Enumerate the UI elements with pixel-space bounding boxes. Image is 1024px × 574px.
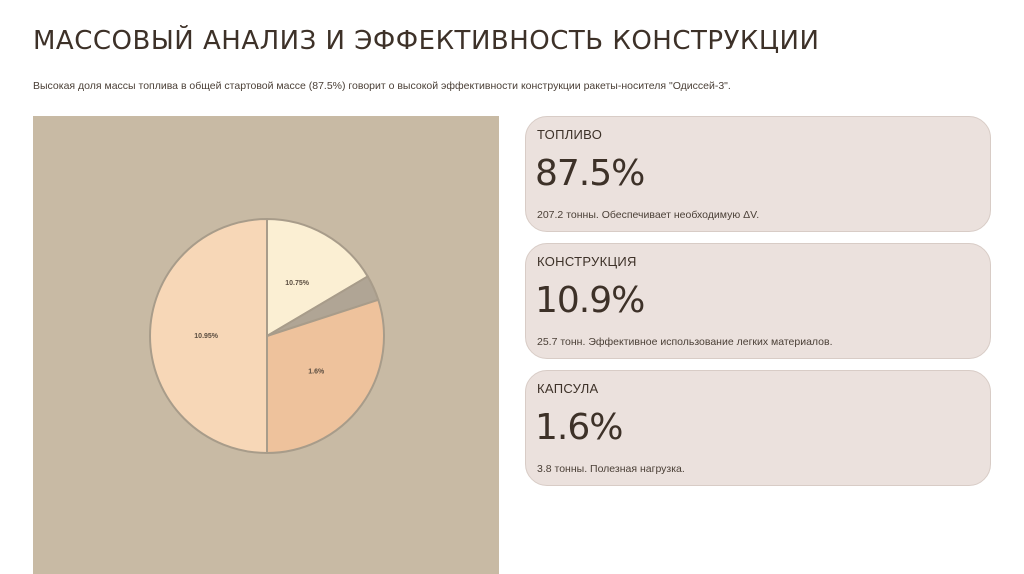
page-title: МАССОВЫЙ АНАЛИЗ И ЭФФЕКТИВНОСТЬ КОНСТРУК…	[33, 26, 820, 56]
card-capsule-desc: 3.8 тонны. Полезная нагрузка.	[537, 463, 685, 475]
page-subtitle: Высокая доля массы топлива в общей старт…	[33, 80, 731, 92]
chart-panel: 10.75% 1.6% 10.95%	[33, 116, 499, 574]
pie-slice-label-2: 1.6%	[308, 369, 325, 376]
pie-slice-label-3: 10.95%	[194, 333, 219, 340]
card-structure-value: 10.9%	[535, 280, 645, 321]
pie-slice-3	[149, 217, 268, 455]
pie-slice-0	[266, 217, 370, 338]
pie-slice-2	[266, 298, 385, 455]
card-fuel: ТОПЛИВО 87.5% 207.2 тонны. Обеспечивает …	[525, 116, 991, 232]
card-fuel-label: ТОПЛИВО	[537, 127, 603, 142]
card-capsule: КАПСУЛА 1.6% 3.8 тонны. Полезная нагрузк…	[525, 370, 991, 486]
card-structure-desc: 25.7 тонн. Эффективное использование лег…	[537, 336, 833, 348]
pie-chart: 10.75% 1.6% 10.95%	[149, 217, 385, 455]
card-capsule-value: 1.6%	[535, 407, 623, 448]
card-fuel-desc: 207.2 тонны. Обеспечивает необходимую ΔV…	[537, 209, 760, 221]
card-fuel-value: 87.5%	[535, 153, 645, 194]
card-structure: КОНСТРУКЦИЯ 10.9% 25.7 тонн. Эффективное…	[525, 243, 991, 359]
card-structure-label: КОНСТРУКЦИЯ	[537, 254, 637, 269]
card-capsule-label: КАПСУЛА	[537, 381, 599, 396]
pie-slice-label-0: 10.75%	[285, 280, 310, 287]
